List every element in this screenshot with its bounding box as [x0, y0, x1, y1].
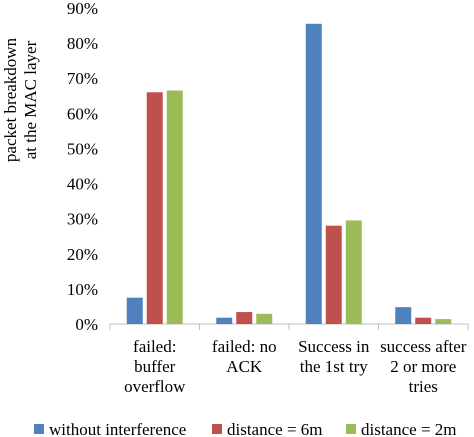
legend-swatch: [212, 424, 222, 434]
x-category-label: tries: [409, 377, 438, 396]
legend-swatch: [34, 424, 44, 434]
x-category-label: failed: no: [212, 337, 277, 356]
bar: [236, 312, 253, 324]
x-category-label: buffer: [134, 357, 176, 376]
x-category-label: ACK: [226, 357, 263, 376]
y-axis-ticks: 0% 10% 20% 30% 40% 50% 60% 70% 80% 90%: [67, 0, 98, 334]
y-axis-label-line: at the MAC layer: [21, 40, 40, 159]
x-category-label: the 1st try: [300, 357, 368, 376]
y-tick-label: 0%: [75, 315, 98, 334]
x-category-label: 2 or more: [390, 357, 456, 376]
x-category-label: Success in: [298, 337, 370, 356]
bar: [415, 317, 432, 324]
y-axis-label-line: packet breakdown: [1, 37, 20, 162]
y-tick-label: 70%: [67, 69, 98, 88]
x-axis-ticks: [109, 324, 469, 330]
bar: [435, 319, 452, 324]
legend-label: distance = 6m: [227, 420, 323, 437]
x-category-label: success after: [380, 337, 467, 356]
y-tick-label: 60%: [67, 104, 98, 123]
bar: [126, 297, 143, 324]
bar: [345, 220, 362, 324]
legend-label: distance = 2m: [361, 420, 457, 437]
bar: [216, 317, 233, 324]
y-tick-label: 80%: [67, 34, 98, 53]
x-category-label: failed:: [133, 337, 176, 356]
bar: [146, 92, 163, 325]
bar: [325, 225, 342, 324]
legend-swatch: [346, 424, 356, 434]
bars: [126, 23, 452, 325]
y-axis-label: packet breakdown at the MAC layer: [1, 37, 40, 162]
bar: [256, 313, 273, 324]
y-tick-label: 20%: [67, 245, 98, 264]
y-tick-label: 50%: [67, 139, 98, 158]
y-tick-label: 10%: [67, 280, 98, 299]
legend: without interference distance = 6m distanc…: [34, 420, 457, 437]
bar: [395, 307, 412, 324]
bar: [305, 23, 322, 325]
bar: [166, 90, 183, 324]
legend-label: without interference: [49, 420, 186, 437]
x-category-label: overflow: [124, 377, 186, 396]
y-tick-label: 90%: [67, 0, 98, 18]
y-tick-label: 40%: [67, 175, 98, 194]
y-tick-label: 30%: [67, 210, 98, 229]
